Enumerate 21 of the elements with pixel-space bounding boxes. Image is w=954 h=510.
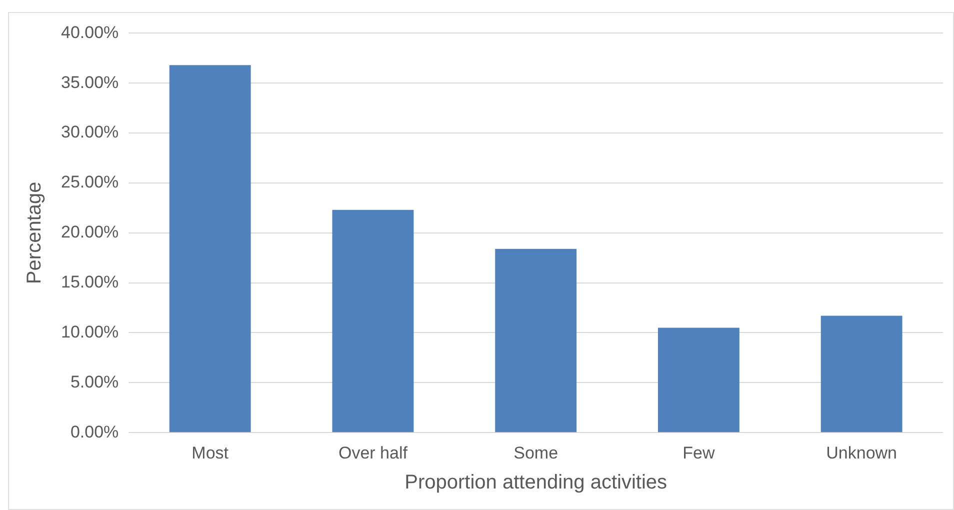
y-tick-label: 25.00%: [60, 172, 119, 192]
y-tick-label: 5.00%: [70, 372, 119, 392]
bar: [495, 248, 577, 432]
x-tick-label: Few: [682, 443, 716, 462]
x-tick-label: Most: [192, 443, 229, 462]
y-tick-label: 15.00%: [60, 272, 119, 292]
y-tick-label: 30.00%: [60, 122, 119, 142]
y-tick-label: 40.00%: [60, 22, 119, 42]
bar: [820, 316, 902, 432]
x-tick-label: Unknown: [826, 443, 898, 462]
x-tick-label: Some: [514, 443, 558, 462]
bar: [658, 328, 740, 432]
bar: [332, 210, 414, 432]
y-tick-label: 10.00%: [60, 322, 119, 342]
y-axis-title: Percentage: [24, 182, 46, 284]
x-tick-label: Over half: [338, 443, 408, 462]
y-tick-label: 20.00%: [60, 222, 119, 242]
bar: [169, 65, 251, 432]
y-tick-label: 35.00%: [60, 72, 119, 92]
y-tick-label: 0.00%: [70, 422, 119, 442]
x-axis-title: Proportion attending activities: [404, 472, 668, 494]
